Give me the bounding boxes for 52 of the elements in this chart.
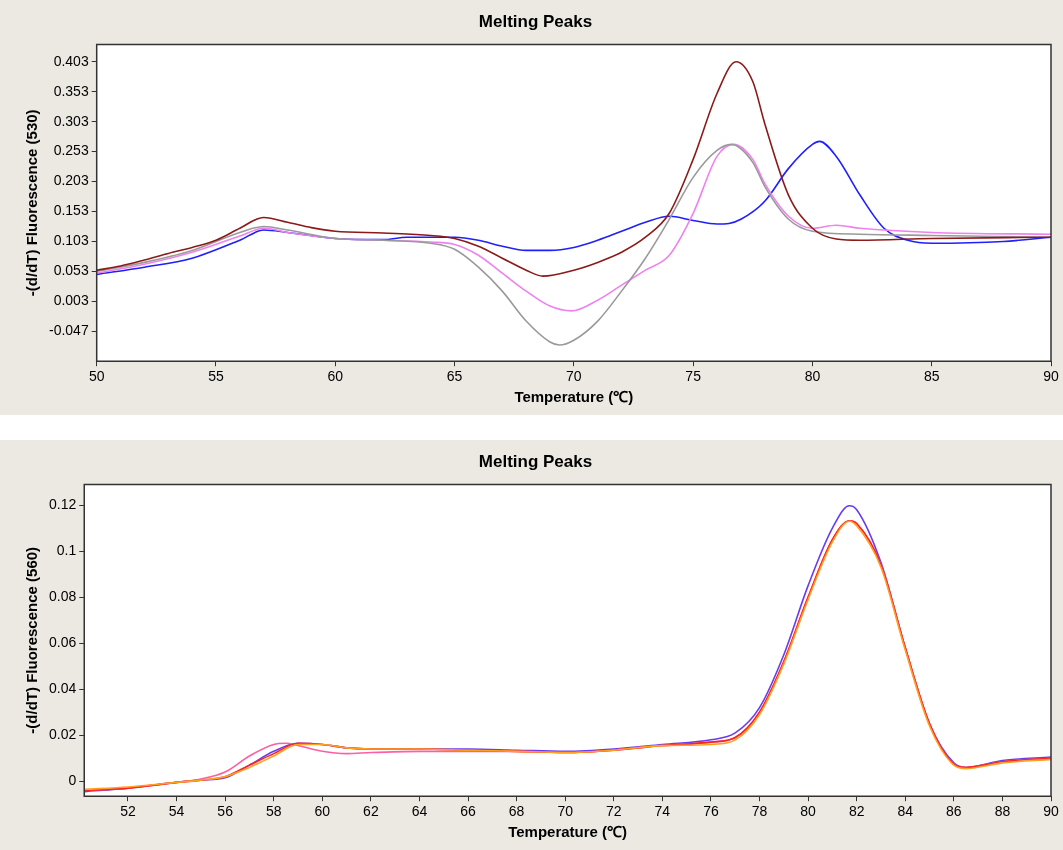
- x-tick-label: 70: [566, 368, 582, 385]
- x-tick-label: 80: [800, 803, 817, 820]
- y-axis-title: -(d/dT) Fluorescence (530): [23, 109, 41, 297]
- y-tick-label: 0.04: [49, 680, 77, 697]
- x-tick-label: 74: [654, 803, 671, 820]
- y-tick-label: 0.053: [53, 262, 89, 279]
- y-tick-label: 0.12: [49, 495, 77, 512]
- y-tick-label: 0: [68, 772, 77, 789]
- x-tick-label: 60: [314, 803, 331, 820]
- y-tick-label: 0.153: [53, 202, 89, 219]
- x-tick-label: 84: [897, 803, 914, 820]
- y-tick-label: 0.353: [53, 82, 89, 99]
- x-tick-label: 76: [703, 803, 719, 820]
- y-tick-label: 0.303: [53, 112, 89, 129]
- x-tick-label: 58: [265, 803, 282, 820]
- x-tick-label: 80: [804, 368, 821, 385]
- chart-title: Melting Peaks: [478, 451, 593, 471]
- x-tick-label: 75: [685, 368, 702, 385]
- y-tick-label: 0.08: [49, 588, 77, 605]
- y-tick-label: 0.02: [49, 726, 77, 743]
- y-tick-label: -0.047: [48, 322, 89, 339]
- x-tick-label: 90: [1043, 368, 1059, 385]
- x-tick-label: 68: [508, 803, 525, 820]
- x-tick-label: 65: [446, 368, 463, 385]
- x-tick-label: 88: [994, 803, 1011, 820]
- x-axis-title: Temperature (℃): [514, 388, 634, 406]
- x-tick-label: 90: [1043, 803, 1059, 820]
- y-axis-title: -(d/dT) Fluorescence (560): [23, 546, 41, 734]
- x-tick-label: 70: [557, 803, 574, 820]
- x-tick-label: 50: [88, 368, 105, 385]
- y-tick-label: 0.1: [56, 541, 77, 558]
- x-tick-label: 62: [363, 803, 379, 820]
- y-tick-label: 0.103: [53, 232, 89, 249]
- x-tick-label: 72: [605, 803, 622, 820]
- x-tick-label: 64: [411, 803, 428, 820]
- y-tick-label: 0.203: [53, 172, 89, 189]
- x-tick-label: 55: [208, 368, 224, 385]
- y-tick-label: 0.403: [53, 52, 89, 69]
- y-tick-label: 0.06: [49, 634, 77, 651]
- y-tick-label: 0.253: [53, 142, 89, 159]
- x-tick-label: 56: [217, 803, 234, 820]
- x-tick-label: 86: [946, 803, 962, 820]
- x-tick-label: 54: [168, 803, 185, 820]
- y-tick-label: 0.003: [53, 292, 89, 309]
- x-tick-label: 78: [751, 803, 768, 820]
- x-tick-label: 66: [460, 803, 477, 820]
- x-tick-label: 85: [923, 368, 940, 385]
- x-tick-label: 60: [327, 368, 344, 385]
- x-axis-title: Temperature (℃): [508, 823, 628, 841]
- x-tick-label: 82: [848, 803, 865, 820]
- x-tick-label: 52: [120, 803, 136, 820]
- chart-title: Melting Peaks: [478, 11, 593, 31]
